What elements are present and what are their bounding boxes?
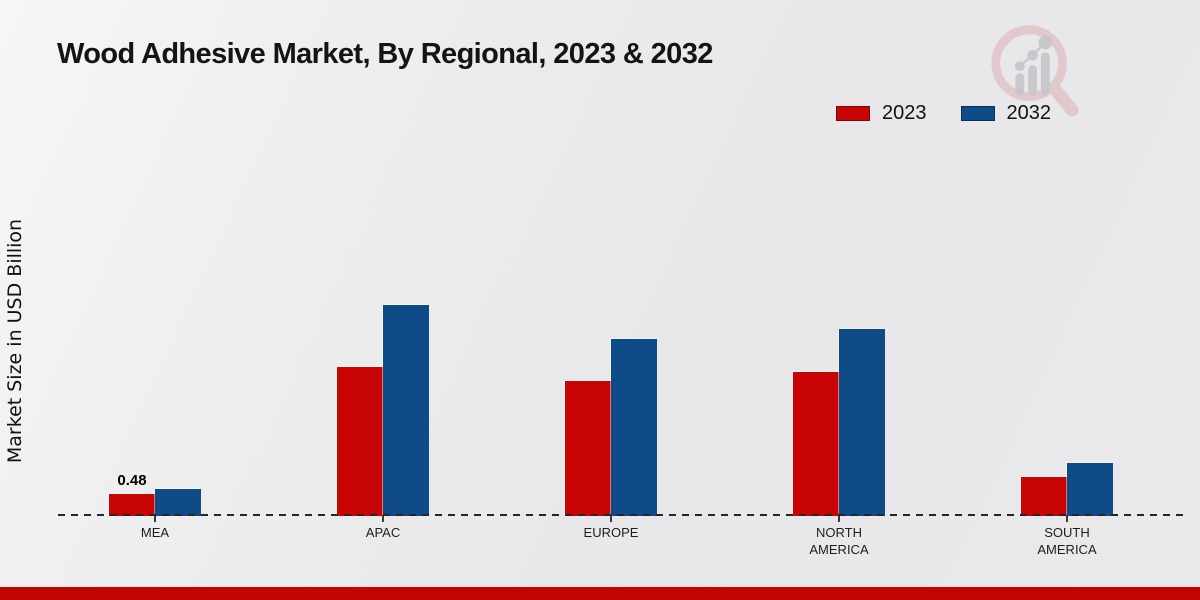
bar-2023-apac: [337, 367, 383, 516]
legend-item-2032: 2032: [960, 102, 1052, 125]
legend-swatch-2032: [960, 106, 995, 121]
category-label-apac: APAC: [365, 525, 401, 540]
legend-swatch-2023: [836, 106, 870, 121]
chart-title: Wood Adhesive Market, By Regional, 2023 …: [57, 38, 713, 70]
chart-legend: 2023 2032: [836, 102, 1051, 125]
bar-2032-mea: [155, 489, 201, 516]
bar-2023-europe: [565, 381, 611, 516]
bar-2032-south-america: [1067, 463, 1113, 516]
bar-2023-north-america: [793, 372, 839, 516]
category-label-europe: EUROPE: [583, 525, 639, 540]
bottom-red-band: [0, 587, 1200, 600]
legend-label-2032: 2032: [1006, 102, 1052, 124]
bar-value-label-mea-2023: 0.48: [117, 471, 147, 489]
x-axis-tick-mea: [154, 516, 156, 522]
x-axis-tick-south-america: [1066, 516, 1068, 522]
x-axis-tick-north-america: [838, 516, 840, 522]
bar-2032-europe: [611, 339, 657, 516]
category-label-north-america: NORTH AMERICA: [809, 525, 869, 557]
legend-label-2023: 2023: [882, 102, 927, 124]
x-axis-tick-apac: [382, 516, 384, 522]
x-axis-baseline: [58, 514, 1188, 516]
category-label-mea: MEA: [140, 525, 170, 540]
magnifier-growth-chart-watermark-icon: [991, 25, 1079, 117]
category-label-south-america: SOUTH AMERICA: [1037, 525, 1097, 557]
bar-2032-north-america: [839, 329, 885, 516]
bar-2023-south-america: [1021, 477, 1067, 516]
bar-2032-apac: [383, 305, 429, 516]
legend-item-2023: 2023: [836, 102, 927, 125]
x-axis-tick-europe: [610, 516, 612, 522]
bar-2023-mea: [109, 494, 155, 516]
